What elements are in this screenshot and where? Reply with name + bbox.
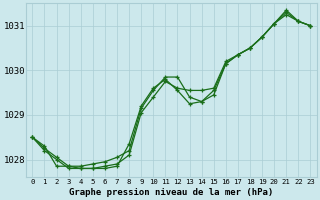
X-axis label: Graphe pression niveau de la mer (hPa): Graphe pression niveau de la mer (hPa) bbox=[69, 188, 274, 197]
